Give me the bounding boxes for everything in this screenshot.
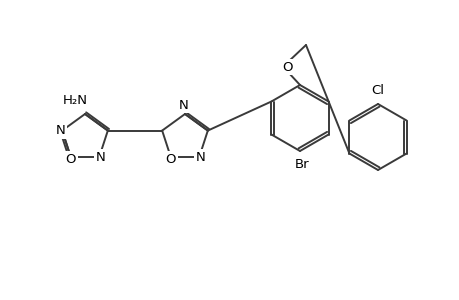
Text: H₂N: H₂N [62, 94, 87, 106]
Text: Br: Br [294, 158, 308, 170]
Text: O: O [282, 61, 293, 74]
Text: O: O [66, 153, 76, 166]
Text: Cl: Cl [371, 83, 384, 97]
Text: N: N [196, 151, 206, 164]
Text: O: O [165, 153, 176, 166]
Text: N: N [179, 98, 189, 112]
Text: N: N [96, 151, 106, 164]
Text: N: N [55, 124, 65, 137]
